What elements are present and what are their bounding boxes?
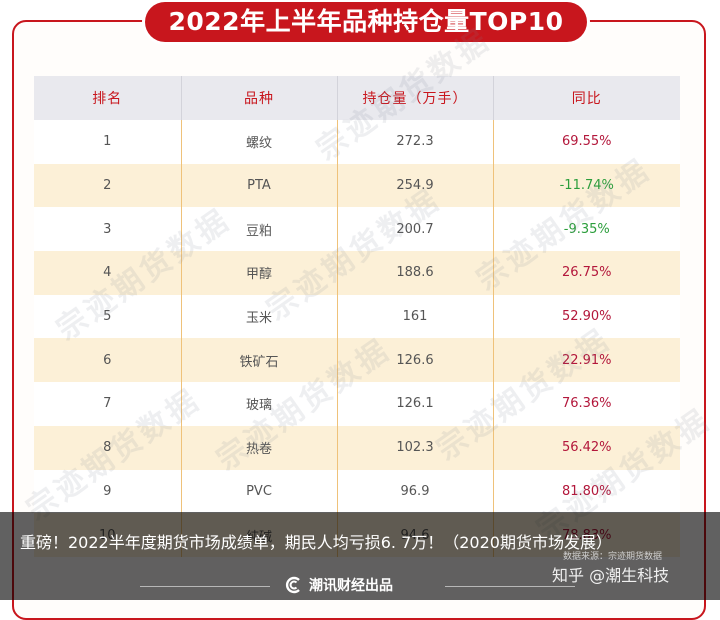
cell-yoy: 56.42% xyxy=(493,425,680,470)
header-name: 品种 xyxy=(181,76,338,120)
header-rank: 排名 xyxy=(34,76,182,120)
footer-divider-left xyxy=(140,586,270,587)
cell-name: 螺纹 xyxy=(181,120,338,164)
table-row: 9 PVC 96.9 81.80% xyxy=(34,469,680,514)
cell-name: 铁矿石 xyxy=(181,338,338,383)
ranking-table: 排名 品种 持仓量（万手） 同比 1 螺纹 272.3 69.55% 2 PTA 254.9… xyxy=(34,76,680,557)
cell-yoy: 76.36% xyxy=(493,382,680,426)
cell-volume: 96.9 xyxy=(337,469,494,514)
table-row: 3 豆粕 200.7 -9.35% xyxy=(34,207,680,252)
cell-yoy: -9.35% xyxy=(493,207,680,252)
table-row: 2 PTA 254.9 -11.74% xyxy=(34,163,680,208)
cell-volume: 102.3 xyxy=(337,425,494,470)
cell-rank: 7 xyxy=(34,382,182,426)
cell-rank: 3 xyxy=(34,207,182,252)
cell-name: 热卷 xyxy=(181,425,338,470)
cell-rank: 4 xyxy=(34,251,182,295)
cell-volume: 126.6 xyxy=(337,338,494,383)
footer-divider-right xyxy=(445,586,575,587)
cell-yoy: 69.55% xyxy=(493,120,680,164)
cell-name: PVC xyxy=(181,469,338,514)
cell-yoy: 22.91% xyxy=(493,338,680,383)
cell-name: 玻璃 xyxy=(181,382,338,426)
cell-rank: 5 xyxy=(34,294,182,339)
cell-volume: 188.6 xyxy=(337,251,494,295)
article-headline[interactable]: 重磅！2022半年度期货市场成绩单，期民人均亏损6. 7万！（2020期货市场发… xyxy=(20,533,612,552)
header-yoy: 同比 xyxy=(493,76,680,120)
cell-yoy: 52.90% xyxy=(493,294,680,339)
cell-name: 玉米 xyxy=(181,294,338,339)
cell-volume: 126.1 xyxy=(337,382,494,426)
zhihu-watermark: 知乎 @潮生科技 xyxy=(552,566,670,585)
footer-brand-label: 潮讯财经出品 xyxy=(309,578,393,594)
table-header-row: 排名 品种 持仓量（万手） 同比 xyxy=(34,76,680,120)
cell-rank: 9 xyxy=(34,469,182,514)
table-row: 6 铁矿石 126.6 22.91% xyxy=(34,338,680,383)
caption-overlay xyxy=(0,512,720,600)
cell-rank: 2 xyxy=(34,163,182,208)
cell-name: 豆粕 xyxy=(181,207,338,252)
page-title: 2022年上半年品种持仓量TOP10 xyxy=(145,2,587,42)
cell-yoy: 26.75% xyxy=(493,251,680,295)
cell-name: PTA xyxy=(181,163,338,208)
data-source: 数据来源：宗迹期货数据 xyxy=(563,552,663,562)
cell-rank: 6 xyxy=(34,338,182,383)
header-volume: 持仓量（万手） xyxy=(337,76,494,120)
table-header: 排名 品种 持仓量（万手） 同比 xyxy=(34,76,680,120)
cell-yoy: 81.80% xyxy=(493,469,680,514)
table-body: 1 螺纹 272.3 69.55% 2 PTA 254.9 -11.74% 3 豆粕 200.7 -9… xyxy=(34,120,680,557)
cell-volume: 272.3 xyxy=(337,120,494,164)
cell-volume: 254.9 xyxy=(337,163,494,208)
table-row: 4 甲醇 188.6 26.75% xyxy=(34,251,680,295)
table-row: 8 热卷 102.3 56.42% xyxy=(34,425,680,470)
cell-yoy: -11.74% xyxy=(493,163,680,208)
cell-volume: 161 xyxy=(337,294,494,339)
ranking-table-wrap: 排名 品种 持仓量（万手） 同比 1 螺纹 272.3 69.55% 2 PTA 254.9… xyxy=(34,76,680,557)
table-row: 7 玻璃 126.1 76.36% xyxy=(34,382,680,426)
table-row: 1 螺纹 272.3 69.55% xyxy=(34,120,680,164)
cell-rank: 8 xyxy=(34,425,182,470)
cell-rank: 1 xyxy=(34,120,182,164)
cell-volume: 200.7 xyxy=(337,207,494,252)
footer-brand: 潮讯财经出品 xyxy=(285,575,393,595)
brand-logo-icon xyxy=(285,576,303,594)
table-row: 5 玉米 161 52.90% xyxy=(34,294,680,339)
cell-name: 甲醇 xyxy=(181,251,338,295)
